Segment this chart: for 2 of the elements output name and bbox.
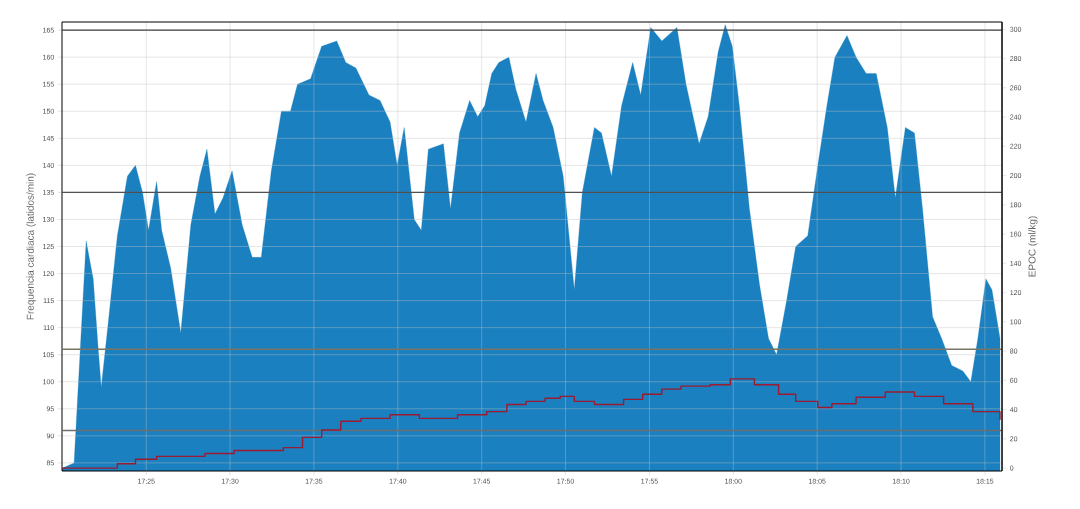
- y2-axis-title: EPOC (ml/kg): [1028, 216, 1038, 277]
- y-axis-title: Frequencia cardiaca (latidos/min): [26, 173, 36, 320]
